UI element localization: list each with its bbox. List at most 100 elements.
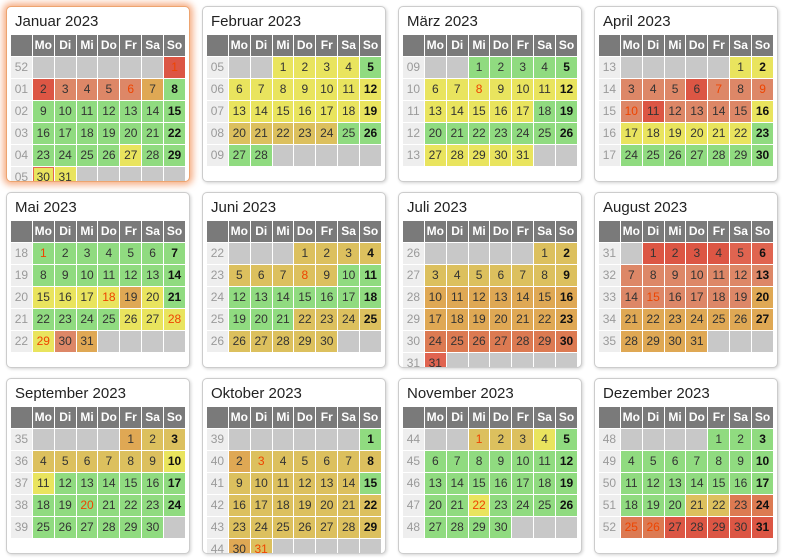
day-cell-juni-18[interactable]: 18 — [360, 287, 381, 308]
day-cell-juli-14[interactable]: 14 — [512, 287, 534, 308]
day-cell-august-19[interactable]: 19 — [730, 287, 752, 308]
day-cell-januar-9[interactable]: 9 — [32, 101, 54, 122]
day-cell-marz-21[interactable]: 21 — [446, 123, 468, 144]
day-cell-april-15[interactable]: 15 — [730, 101, 752, 122]
day-cell-holiday-mai-28[interactable]: 28 — [164, 309, 185, 330]
day-cell-november-23[interactable]: 23 — [490, 495, 512, 516]
day-cell-september-6[interactable]: 6 — [76, 451, 98, 472]
day-cell-september-23[interactable]: 23 — [142, 495, 164, 516]
day-cell-juni-27[interactable]: 27 — [250, 331, 272, 352]
day-cell-mai-17[interactable]: 17 — [76, 287, 98, 308]
day-cell-april-11[interactable]: 11 — [642, 101, 664, 122]
day-cell-september-27[interactable]: 27 — [76, 517, 98, 538]
day-cell-marz-12[interactable]: 12 — [556, 79, 577, 100]
day-cell-november-19[interactable]: 19 — [556, 473, 577, 494]
day-cell-mai-15[interactable]: 15 — [32, 287, 54, 308]
day-cell-marz-16[interactable]: 16 — [490, 101, 512, 122]
day-cell-februar-25[interactable]: 25 — [338, 123, 360, 144]
day-cell-november-9[interactable]: 9 — [490, 451, 512, 472]
day-cell-oktober-17[interactable]: 17 — [250, 495, 272, 516]
day-cell-juli-27[interactable]: 27 — [490, 331, 512, 352]
day-cell-september-5[interactable]: 5 — [54, 451, 76, 472]
day-cell-oktober-5[interactable]: 5 — [294, 451, 316, 472]
day-cell-juni-25[interactable]: 25 — [360, 309, 381, 330]
day-cell-februar-21[interactable]: 21 — [250, 123, 272, 144]
day-cell-juni-23[interactable]: 23 — [316, 309, 338, 330]
day-cell-mai-12[interactable]: 12 — [120, 265, 142, 286]
day-cell-november-11[interactable]: 11 — [534, 451, 556, 472]
day-cell-september-12[interactable]: 12 — [54, 473, 76, 494]
day-cell-marz-7[interactable]: 7 — [446, 79, 468, 100]
day-cell-august-16[interactable]: 16 — [664, 287, 686, 308]
day-cell-holiday-mai-1[interactable]: 1 — [32, 243, 54, 264]
day-cell-oktober-18[interactable]: 18 — [272, 495, 294, 516]
day-cell-juni-3[interactable]: 3 — [338, 243, 360, 264]
day-cell-oktober-9[interactable]: 9 — [228, 473, 250, 494]
day-cell-august-21[interactable]: 21 — [620, 309, 642, 330]
day-cell-april-30[interactable]: 30 — [752, 145, 773, 166]
day-cell-januar-10[interactable]: 10 — [54, 101, 76, 122]
day-cell-september-1[interactable]: 1 — [120, 429, 142, 450]
day-cell-august-20[interactable]: 20 — [752, 287, 773, 308]
day-cell-august-7[interactable]: 7 — [620, 265, 642, 286]
day-cell-mai-21[interactable]: 21 — [164, 287, 185, 308]
day-cell-september-28[interactable]: 28 — [98, 517, 120, 538]
day-cell-today-januar-30[interactable]: 30 — [32, 167, 54, 181]
day-cell-september-22[interactable]: 22 — [120, 495, 142, 516]
day-cell-februar-27[interactable]: 27 — [228, 145, 250, 166]
day-cell-februar-19[interactable]: 19 — [360, 101, 381, 122]
day-cell-april-12[interactable]: 12 — [664, 101, 686, 122]
day-cell-mai-19[interactable]: 19 — [120, 287, 142, 308]
day-cell-april-26[interactable]: 26 — [664, 145, 686, 166]
day-cell-holiday-dezember-26[interactable]: 26 — [642, 517, 664, 538]
day-cell-juni-15[interactable]: 15 — [294, 287, 316, 308]
day-cell-oktober-4[interactable]: 4 — [272, 451, 294, 472]
day-cell-februar-12[interactable]: 12 — [360, 79, 381, 100]
day-cell-dezember-21[interactable]: 21 — [686, 495, 708, 516]
day-cell-mai-3[interactable]: 3 — [76, 243, 98, 264]
day-cell-marz-13[interactable]: 13 — [424, 101, 446, 122]
day-cell-september-13[interactable]: 13 — [76, 473, 98, 494]
day-cell-april-29[interactable]: 29 — [730, 145, 752, 166]
day-cell-januar-26[interactable]: 26 — [98, 145, 120, 166]
day-cell-juni-26[interactable]: 26 — [228, 331, 250, 352]
day-cell-august-29[interactable]: 29 — [642, 331, 664, 352]
day-cell-oktober-21[interactable]: 21 — [338, 495, 360, 516]
day-cell-august-12[interactable]: 12 — [730, 265, 752, 286]
day-cell-november-12[interactable]: 12 — [556, 451, 577, 472]
day-cell-marz-19[interactable]: 19 — [556, 101, 577, 122]
day-cell-juni-1[interactable]: 1 — [294, 243, 316, 264]
day-cell-oktober-28[interactable]: 28 — [338, 517, 360, 538]
day-cell-september-30[interactable]: 30 — [142, 517, 164, 538]
day-cell-januar-22[interactable]: 22 — [164, 123, 185, 144]
day-cell-marz-26[interactable]: 26 — [556, 123, 577, 144]
day-cell-november-8[interactable]: 8 — [468, 451, 490, 472]
day-cell-marz-14[interactable]: 14 — [446, 101, 468, 122]
day-cell-april-23[interactable]: 23 — [752, 123, 773, 144]
day-cell-september-7[interactable]: 7 — [98, 451, 120, 472]
day-cell-dezember-3[interactable]: 3 — [752, 429, 773, 450]
day-cell-november-29[interactable]: 29 — [468, 517, 490, 538]
day-cell-september-21[interactable]: 21 — [98, 495, 120, 516]
day-cell-april-18[interactable]: 18 — [642, 123, 664, 144]
day-cell-juni-24[interactable]: 24 — [338, 309, 360, 330]
day-cell-dezember-13[interactable]: 13 — [664, 473, 686, 494]
day-cell-august-5[interactable]: 5 — [730, 243, 752, 264]
day-cell-oktober-26[interactable]: 26 — [294, 517, 316, 538]
day-cell-marz-27[interactable]: 27 — [424, 145, 446, 166]
day-cell-september-3[interactable]: 3 — [164, 429, 185, 450]
day-cell-september-11[interactable]: 11 — [32, 473, 54, 494]
day-cell-januar-13[interactable]: 13 — [120, 101, 142, 122]
day-cell-juli-31[interactable]: 31 — [424, 353, 446, 367]
day-cell-dezember-28[interactable]: 28 — [686, 517, 708, 538]
day-cell-dezember-15[interactable]: 15 — [708, 473, 730, 494]
day-cell-marz-15[interactable]: 15 — [468, 101, 490, 122]
day-cell-januar-4[interactable]: 4 — [76, 79, 98, 100]
day-cell-marz-18[interactable]: 18 — [534, 101, 556, 122]
day-cell-dezember-2[interactable]: 2 — [730, 429, 752, 450]
day-cell-januar-25[interactable]: 25 — [76, 145, 98, 166]
day-cell-november-3[interactable]: 3 — [512, 429, 534, 450]
day-cell-juni-9[interactable]: 9 — [316, 265, 338, 286]
day-cell-marz-24[interactable]: 24 — [512, 123, 534, 144]
day-cell-holiday-november-22[interactable]: 22 — [468, 495, 490, 516]
